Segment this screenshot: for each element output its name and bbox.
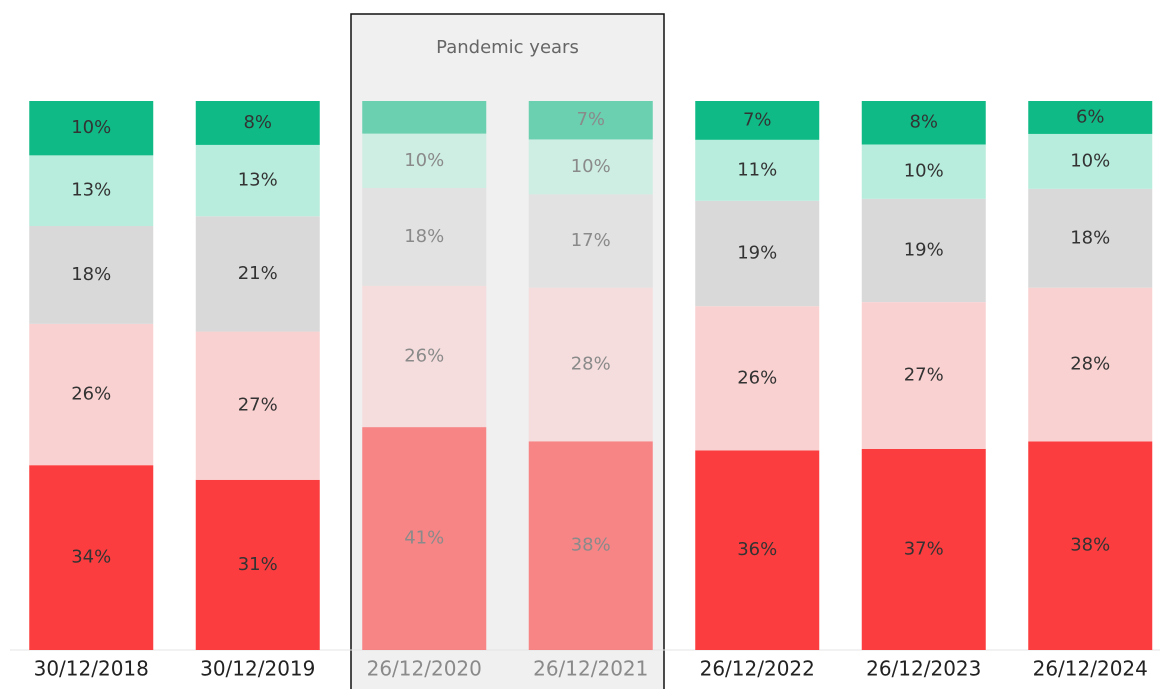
bar-segment <box>528 101 653 140</box>
bar-segment <box>695 200 820 307</box>
value-label: 10% <box>1070 150 1110 171</box>
bar-segment <box>1028 188 1153 288</box>
x-tick-label: 26/12/2022 <box>700 657 815 681</box>
value-label: 28% <box>571 354 611 375</box>
value-label: 8% <box>243 112 272 133</box>
value-label: 38% <box>1070 535 1110 556</box>
value-label: 6% <box>1076 106 1105 127</box>
bar-segment <box>695 139 820 201</box>
value-label: 26% <box>737 367 777 388</box>
bar-segment <box>29 323 154 466</box>
value-label: 28% <box>1070 354 1110 375</box>
value-label: 10% <box>71 117 111 138</box>
value-label: 19% <box>904 239 944 260</box>
x-tick-label: 26/12/2020 <box>367 657 482 681</box>
bar-segment <box>195 479 320 650</box>
value-label: 8% <box>909 112 938 133</box>
value-label: 37% <box>904 538 944 559</box>
x-tick-label: 30/12/2019 <box>200 657 315 681</box>
bar-segment <box>195 216 320 332</box>
bar-segment <box>1028 133 1153 189</box>
bar-segment <box>861 144 986 199</box>
value-label: 13% <box>238 170 278 191</box>
value-label: 11% <box>737 159 777 180</box>
bar-segment <box>695 306 820 451</box>
bar-segment <box>29 226 154 324</box>
bar-segment <box>528 287 653 442</box>
value-label: 7% <box>576 109 605 130</box>
bar-segment <box>695 101 820 140</box>
bar-segment <box>861 302 986 449</box>
bar-segment <box>29 101 154 156</box>
bar-segment <box>195 101 320 145</box>
value-label: 18% <box>71 264 111 285</box>
x-tick-label: 26/12/2021 <box>533 657 648 681</box>
bar-segment <box>362 285 487 428</box>
bar-segment <box>861 448 986 650</box>
bar-segment <box>1028 101 1153 134</box>
value-label: 17% <box>571 230 611 251</box>
value-label: 21% <box>238 263 278 284</box>
bar-segment <box>362 427 487 650</box>
value-label: 13% <box>71 180 111 201</box>
value-label: 19% <box>737 243 777 264</box>
x-tick-label: 30/12/2018 <box>34 657 149 681</box>
bar-segment <box>1028 441 1153 650</box>
value-label: 10% <box>904 161 944 182</box>
x-tick-label: 26/12/2024 <box>1033 657 1148 681</box>
bar-segment <box>861 198 986 303</box>
value-label: 27% <box>904 365 944 386</box>
value-label: 7% <box>743 109 772 130</box>
value-label: 27% <box>238 395 278 416</box>
annotation: Pandemic years <box>436 37 579 58</box>
value-label: 10% <box>571 156 611 177</box>
bar-segment <box>528 139 653 195</box>
x-tick-label: 26/12/2023 <box>866 657 981 681</box>
bar-segment <box>362 133 487 188</box>
bar-segment <box>29 155 154 227</box>
value-label: 10% <box>404 150 444 171</box>
value-label: 26% <box>404 345 444 366</box>
value-label: 18% <box>1070 227 1110 248</box>
bar-segment <box>195 144 320 217</box>
value-label: 36% <box>737 539 777 560</box>
value-label: 34% <box>71 547 111 568</box>
bar-segment <box>195 331 320 480</box>
value-label: 31% <box>238 554 278 575</box>
value-label: 41% <box>404 528 444 549</box>
bar-segment <box>695 450 820 650</box>
bar-segment <box>362 187 487 286</box>
value-label: 18% <box>404 226 444 247</box>
bar-segment <box>528 194 653 288</box>
bar-segment <box>528 441 653 650</box>
bar-segment <box>29 465 154 650</box>
bar-segment <box>362 101 487 134</box>
bar-segment <box>861 101 986 145</box>
bar-segment <box>1028 287 1153 442</box>
value-label: 26% <box>71 384 111 405</box>
value-label: 38% <box>571 535 611 556</box>
